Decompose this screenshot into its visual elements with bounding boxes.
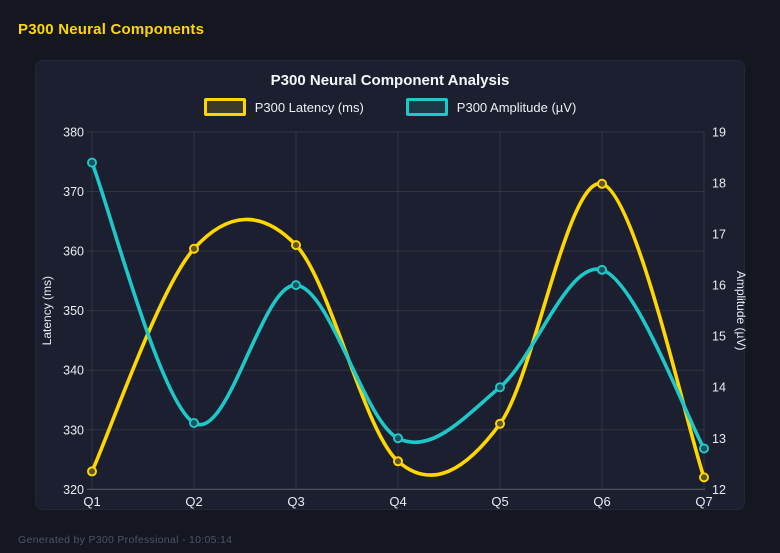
data-point-marker-center [191,245,197,252]
data-point-marker-center [395,458,401,465]
footer-text: Generated by P300 Professional - 10:05:1… [18,534,233,546]
data-point-marker-center [701,474,707,481]
amplitude-legend-label: P300 Amplitude (µV) [456,99,577,115]
right-axis-tick-label: 13 [712,432,726,446]
data-point-marker-center [293,242,299,248]
amplitude-legend-swatch [405,98,448,116]
left-axis-tick-label: 350 [63,304,84,318]
data-point-marker[interactable] [495,418,505,429]
right-axis-tick-label: 14 [712,381,726,395]
x-axis-tick-label: Q7 [695,494,712,509]
x-axis-tick-label: Q2 [185,494,202,509]
x-axis-tick-label: Q3 [287,494,304,509]
chart-legend: P300 Latency (ms) P300 Amplitude (µV) [36,98,744,116]
data-point-marker-center [497,384,503,391]
data-point-marker[interactable] [597,178,607,189]
chart-card: P300 Neural Component Analysis P300 Late… [35,60,746,510]
latency-legend-label: P300 Latency (ms) [254,99,364,115]
right-axis-tick-label: 12 [712,483,726,497]
data-point-marker-center [599,181,605,187]
x-axis-tick-label: Q5 [491,494,508,509]
data-point-marker[interactable] [291,280,301,291]
data-point-marker-center [395,435,401,442]
left-axis-title: Latency (ms) [40,276,54,345]
right-axis-title: Amplitude (µV) [734,271,746,351]
data-point-marker[interactable] [87,157,97,168]
data-point-marker-center [701,445,707,452]
data-point-marker[interactable] [189,243,199,254]
data-point-marker[interactable] [291,240,301,251]
right-axis-tick-label: 15 [712,330,726,344]
data-point-marker[interactable] [699,472,709,483]
right-axis-tick-label: 18 [712,177,726,191]
right-axis-tick-label: 17 [712,228,726,242]
data-point-marker[interactable] [87,466,97,477]
data-point-marker-center [191,420,197,426]
data-point-marker[interactable] [495,382,505,393]
right-axis-tick-label: 16 [712,279,726,293]
left-axis-tick-label: 320 [63,483,84,497]
data-point-marker[interactable] [597,264,607,275]
x-axis-tick-label: Q4 [389,494,406,509]
data-point-marker-center [497,420,503,427]
data-point-marker[interactable] [189,417,199,428]
left-axis-tick-label: 330 [63,423,84,437]
chart-title: P300 Neural Component Analysis [270,72,510,89]
left-axis-tick-label: 370 [63,185,84,199]
data-point-marker[interactable] [699,443,709,454]
series-amplitude [87,157,709,454]
legend-item-latency[interactable]: P300 Latency (ms) [203,98,364,116]
left-axis-tick-label: 340 [63,364,84,378]
latency-legend-swatch [203,98,246,116]
data-point-marker-center [89,159,95,166]
right-axis-tick-label: 19 [712,126,726,140]
x-axis-tick-label: Q1 [83,494,100,509]
left-axis-tick-label: 360 [63,245,84,259]
series-latency [87,178,709,483]
data-point-marker-center [293,282,299,288]
legend-item-amplitude[interactable]: P300 Amplitude (µV) [405,98,577,116]
x-axis-tick-label: Q6 [593,494,610,509]
data-point-marker-center [89,468,95,475]
data-point-marker[interactable] [393,433,403,444]
data-point-marker[interactable] [393,456,403,467]
page-title: P300 Neural Components [18,21,205,38]
data-point-marker-center [599,267,605,273]
left-axis-tick-label: 380 [63,126,84,140]
